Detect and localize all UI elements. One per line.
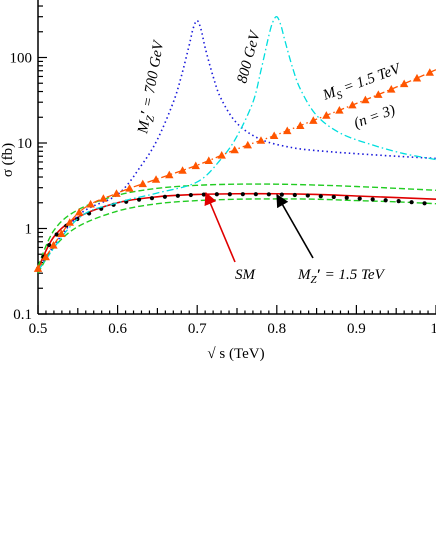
series-m-z-1-5-tev-dot: [344, 195, 349, 200]
series-m-s-1-5-tev-n-3-marker: [33, 264, 43, 272]
tick-labels: 0.1 1 10 100 0.5 0.6 0.7 0.8 0.9 1.: [10, 51, 436, 338]
y-tick-label: 100: [10, 51, 33, 67]
label-z15-sub: Z: [311, 274, 318, 286]
series-m-s-1-5-tev-n-3-marker: [217, 151, 226, 159]
series-m-s-1-5-tev-n-3-marker: [322, 111, 331, 119]
series-m-z-1-5-tev-dot: [201, 192, 206, 197]
label-z15-rest: = 1.5 TeV: [321, 267, 386, 283]
y-tick-label: 0.1: [13, 307, 32, 323]
series-m-s-1-5-tev-n-3-marker: [399, 79, 409, 88]
series-m-s-1-5-tev-n-3-marker: [112, 189, 121, 197]
label-z15-prime: ′: [317, 267, 321, 283]
y-tick-label: 10: [17, 136, 32, 152]
series-m-s-1-5-tev-n-3-marker: [191, 161, 200, 170]
series-sm-band-lower-line: [37, 198, 436, 274]
series-m-s-1-5-tev-n-3-marker: [425, 68, 434, 76]
x-tick-label: 0.9: [347, 321, 366, 337]
series-m-z-1-5-tev-dot: [409, 200, 414, 205]
sm-arrow: [204, 191, 236, 263]
plot-curves: [33, 16, 436, 274]
label-z800: 800 GeV: [234, 28, 264, 85]
x-tick-label: 0.5: [29, 321, 48, 337]
x-axis-label: √ s (TeV): [207, 346, 264, 362]
series-m-z-1-5-tev-dot: [396, 199, 401, 204]
series-m-s-1-5-tev-n-3-marker: [65, 218, 74, 226]
series-m-z-1-5-tev-dot: [54, 232, 59, 237]
series-m-z-1-5-tev-dot: [305, 193, 310, 198]
series-m-z-1-5-tev-dot: [149, 196, 155, 201]
label-z15: MZ′ = 1.5 TeV: [297, 267, 386, 286]
series-m-s-1-5-tev-n-3-marker: [99, 194, 108, 202]
label-ms-sub: S: [335, 89, 345, 102]
series-m-s-1-5-tev-n-3-marker: [41, 252, 50, 261]
series-m-z-1-5-tev-dot: [383, 198, 388, 203]
series-m-s-1-5-tev-n-3-marker: [309, 116, 318, 124]
series-m-s-1-5-tev-n-3-marker: [348, 100, 357, 109]
series-m-z-1-5-tev-dot: [162, 194, 167, 199]
series-m-z-1-5-tev-dot: [422, 201, 427, 206]
series-m-z-1-5-tev-path: [38, 194, 436, 268]
series-m-s-1-5-tev-n-3-marker: [335, 106, 344, 114]
series-m-s-1-5-tev-n-3-marker: [230, 145, 239, 154]
series-m-z-1-5-tev-dot: [188, 192, 193, 198]
series-sm-line: [37, 192, 436, 269]
label-z700-prime: ′: [138, 109, 154, 116]
series-m-s-1-5-tev-n-3-marker: [138, 179, 147, 188]
series-m-s-1-5-tev-n-3-marker: [243, 140, 252, 149]
series-m-s-1-5-tev-n-3-marker: [151, 175, 161, 183]
series-m-s-1-5-tev-n-3-marker: [57, 229, 66, 238]
label-n3: (n = 3): [352, 102, 398, 132]
series-m-s-1-5-tev-n-3-marker: [86, 199, 95, 208]
z15-arrow: [276, 193, 314, 259]
series-m-z-1-5-tev-dot: [266, 192, 271, 197]
series-m-z-1-5-tev-dot: [47, 242, 52, 248]
series-m-z-1-5-tev-dot: [292, 192, 297, 198]
series-m-s-1-5-tev-n-3-marker: [125, 184, 134, 192]
series-m-s-1-5-tev-n-3-marker: [387, 85, 396, 93]
series-m-z-1-5-tev-dot: [175, 193, 180, 198]
series-m-z-1-5-tev-dot: [370, 197, 375, 202]
label-z15-m: M: [297, 267, 312, 283]
series-m-s-1-5-tev-n-3-marker: [374, 90, 383, 98]
series-m-s-1-5-tev-n-3-marker: [75, 207, 84, 216]
label-ms: MS = 1.5 TeV: [320, 60, 405, 106]
series-m-z-1-5-tev-dot: [240, 192, 245, 197]
series-m-s-1-5-tev-n-3-marker: [165, 170, 174, 179]
series-m-z-1-5-tev-dot: [214, 192, 219, 197]
x-tick-label: 0.7: [188, 321, 207, 337]
series-m-s-1-5-tev-n-3-marker: [204, 156, 213, 164]
series-m-z-1-5-tev-dot: [318, 194, 323, 199]
x-tick-label: 0.8: [267, 321, 286, 337]
series-m-z-800-gev-line: [37, 16, 436, 272]
label-sm: SM: [235, 267, 257, 283]
series-m-s-1-5-tev-n-3-marker: [178, 166, 187, 174]
label-z700-rest: = 700 GeV: [139, 38, 167, 112]
series-m-z-1-5-tev-dot: [279, 192, 284, 197]
series-m-s-1-5-tev-n-3-marker: [49, 241, 58, 249]
series-m-z-1-5-tev-dot: [136, 197, 142, 202]
series-m-s-1-5-tev-n-3-marker: [296, 121, 305, 129]
series-m-s-1-5-tev-n-3-marker: [283, 126, 292, 135]
plot-axes: [37, 0, 436, 315]
x-tick-label: 1.: [430, 321, 436, 337]
series-m-s-1-5-tev-n-3-marker: [412, 73, 422, 82]
label-z700-sub: Z: [144, 114, 157, 123]
series-m-z-1-5-tev-dot: [253, 192, 258, 197]
series-m-z-1-5-tev-dot: [331, 194, 336, 200]
series-m-z-700-gev-line: [37, 19, 436, 270]
series-m-s-1-5-tev-n-3-marker: [269, 131, 279, 140]
y-tick-label: 1: [25, 222, 33, 238]
series-sm-band-upper-line: [37, 183, 436, 267]
y-axis-label: σ (fb): [0, 143, 16, 177]
series-m-z-1-5-tev-dot: [227, 192, 232, 197]
series-m-s-1-5-tev-n-3-marker: [256, 136, 266, 144]
label-z700-m: M: [135, 118, 153, 136]
x-tick-label: 0.6: [108, 321, 127, 337]
series-m-z-1-5-tev-dot: [357, 196, 362, 201]
series-m-s-1-5-tev-n-3-line: [37, 69, 436, 269]
series-m-s-1-5-tev-n-3-marker: [361, 95, 370, 104]
